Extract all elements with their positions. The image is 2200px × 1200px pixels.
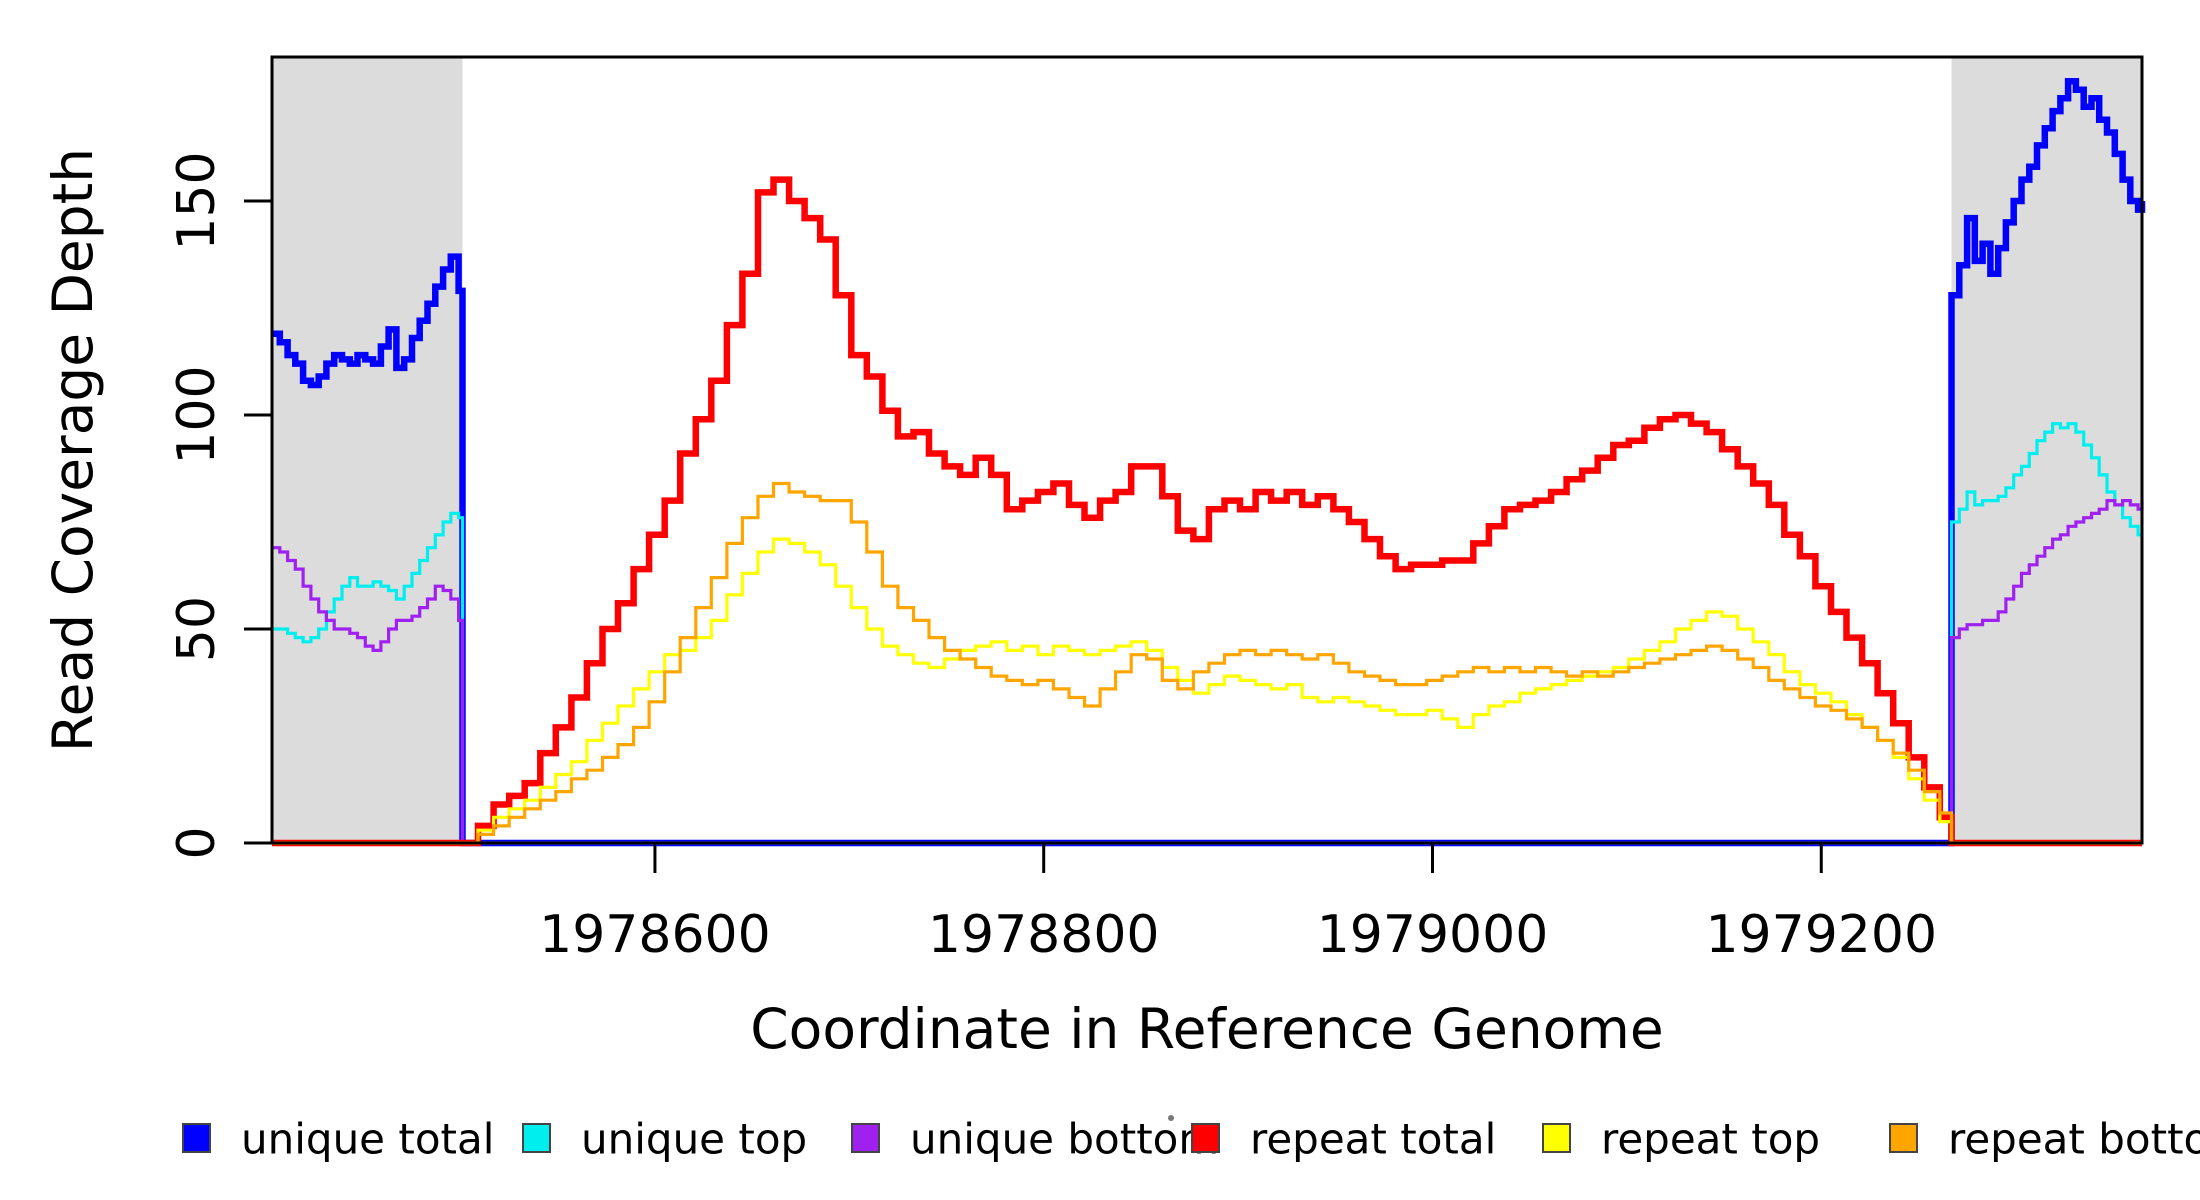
series-repeat-top [272,537,2142,845]
legend-swatch-repeat-total [1191,1123,1220,1153]
x-axis-title: Coordinate in Reference Genome [750,997,1663,1061]
legend-swatch-repeat-bottom [1889,1123,1918,1153]
unique-flank-left [272,57,463,843]
legend-label: repeat bottom [1948,1115,2200,1164]
legend-label: unique top [581,1115,807,1164]
legend-item-repeat-total: repeat total [1191,1115,1496,1164]
shaded-flank-regions [272,57,2142,843]
legend-label: unique bottom [910,1115,1219,1164]
legend-item-unique-total: unique total [182,1115,494,1164]
stray-dot-artifact [1168,1115,1174,1121]
x-axis-ticks: 1978600 1978800 1979000 1979200 [539,843,1937,965]
legend: unique total unique top unique bottom repea… [182,1115,2200,1164]
legend-swatch-unique-top [522,1123,551,1153]
y-tick-label: 0 [167,826,227,859]
legend-label: repeat total [1250,1115,1496,1164]
y-axis-title: Read Coverage Depth [41,148,105,752]
unique-flank-right [1951,57,2142,843]
x-tick-label: 1978800 [928,905,1160,965]
x-tick-label: 1979000 [1317,905,1549,965]
legend-item-unique-top: unique top [522,1115,807,1164]
y-tick-label: 50 [167,596,227,662]
legend-swatch-repeat-top [1542,1123,1571,1153]
series-unique-top [272,422,2142,845]
series-lines [272,77,2146,847]
legend-item-repeat-bottom: repeat bottom [1889,1115,2200,1164]
y-tick-label: 100 [167,365,227,464]
legend-swatch-unique-total [182,1123,211,1153]
series-repeat-bottom [272,481,2142,845]
series-repeat-total [272,176,2142,847]
legend-item-repeat-top: repeat top [1542,1115,1820,1164]
legend-swatch-unique-bottom [851,1123,880,1153]
legend-label: unique total [241,1115,494,1164]
x-tick-label: 1979200 [1705,905,1937,965]
y-tick-label: 150 [167,151,227,250]
plot-border-box [270,55,2144,845]
x-tick-label: 1978600 [539,905,771,965]
legend-label: repeat top [1601,1115,1820,1164]
legend-item-unique-bottom: unique bottom [851,1115,1219,1164]
y-axis-ticks: 0 50 100 150 [167,151,272,860]
